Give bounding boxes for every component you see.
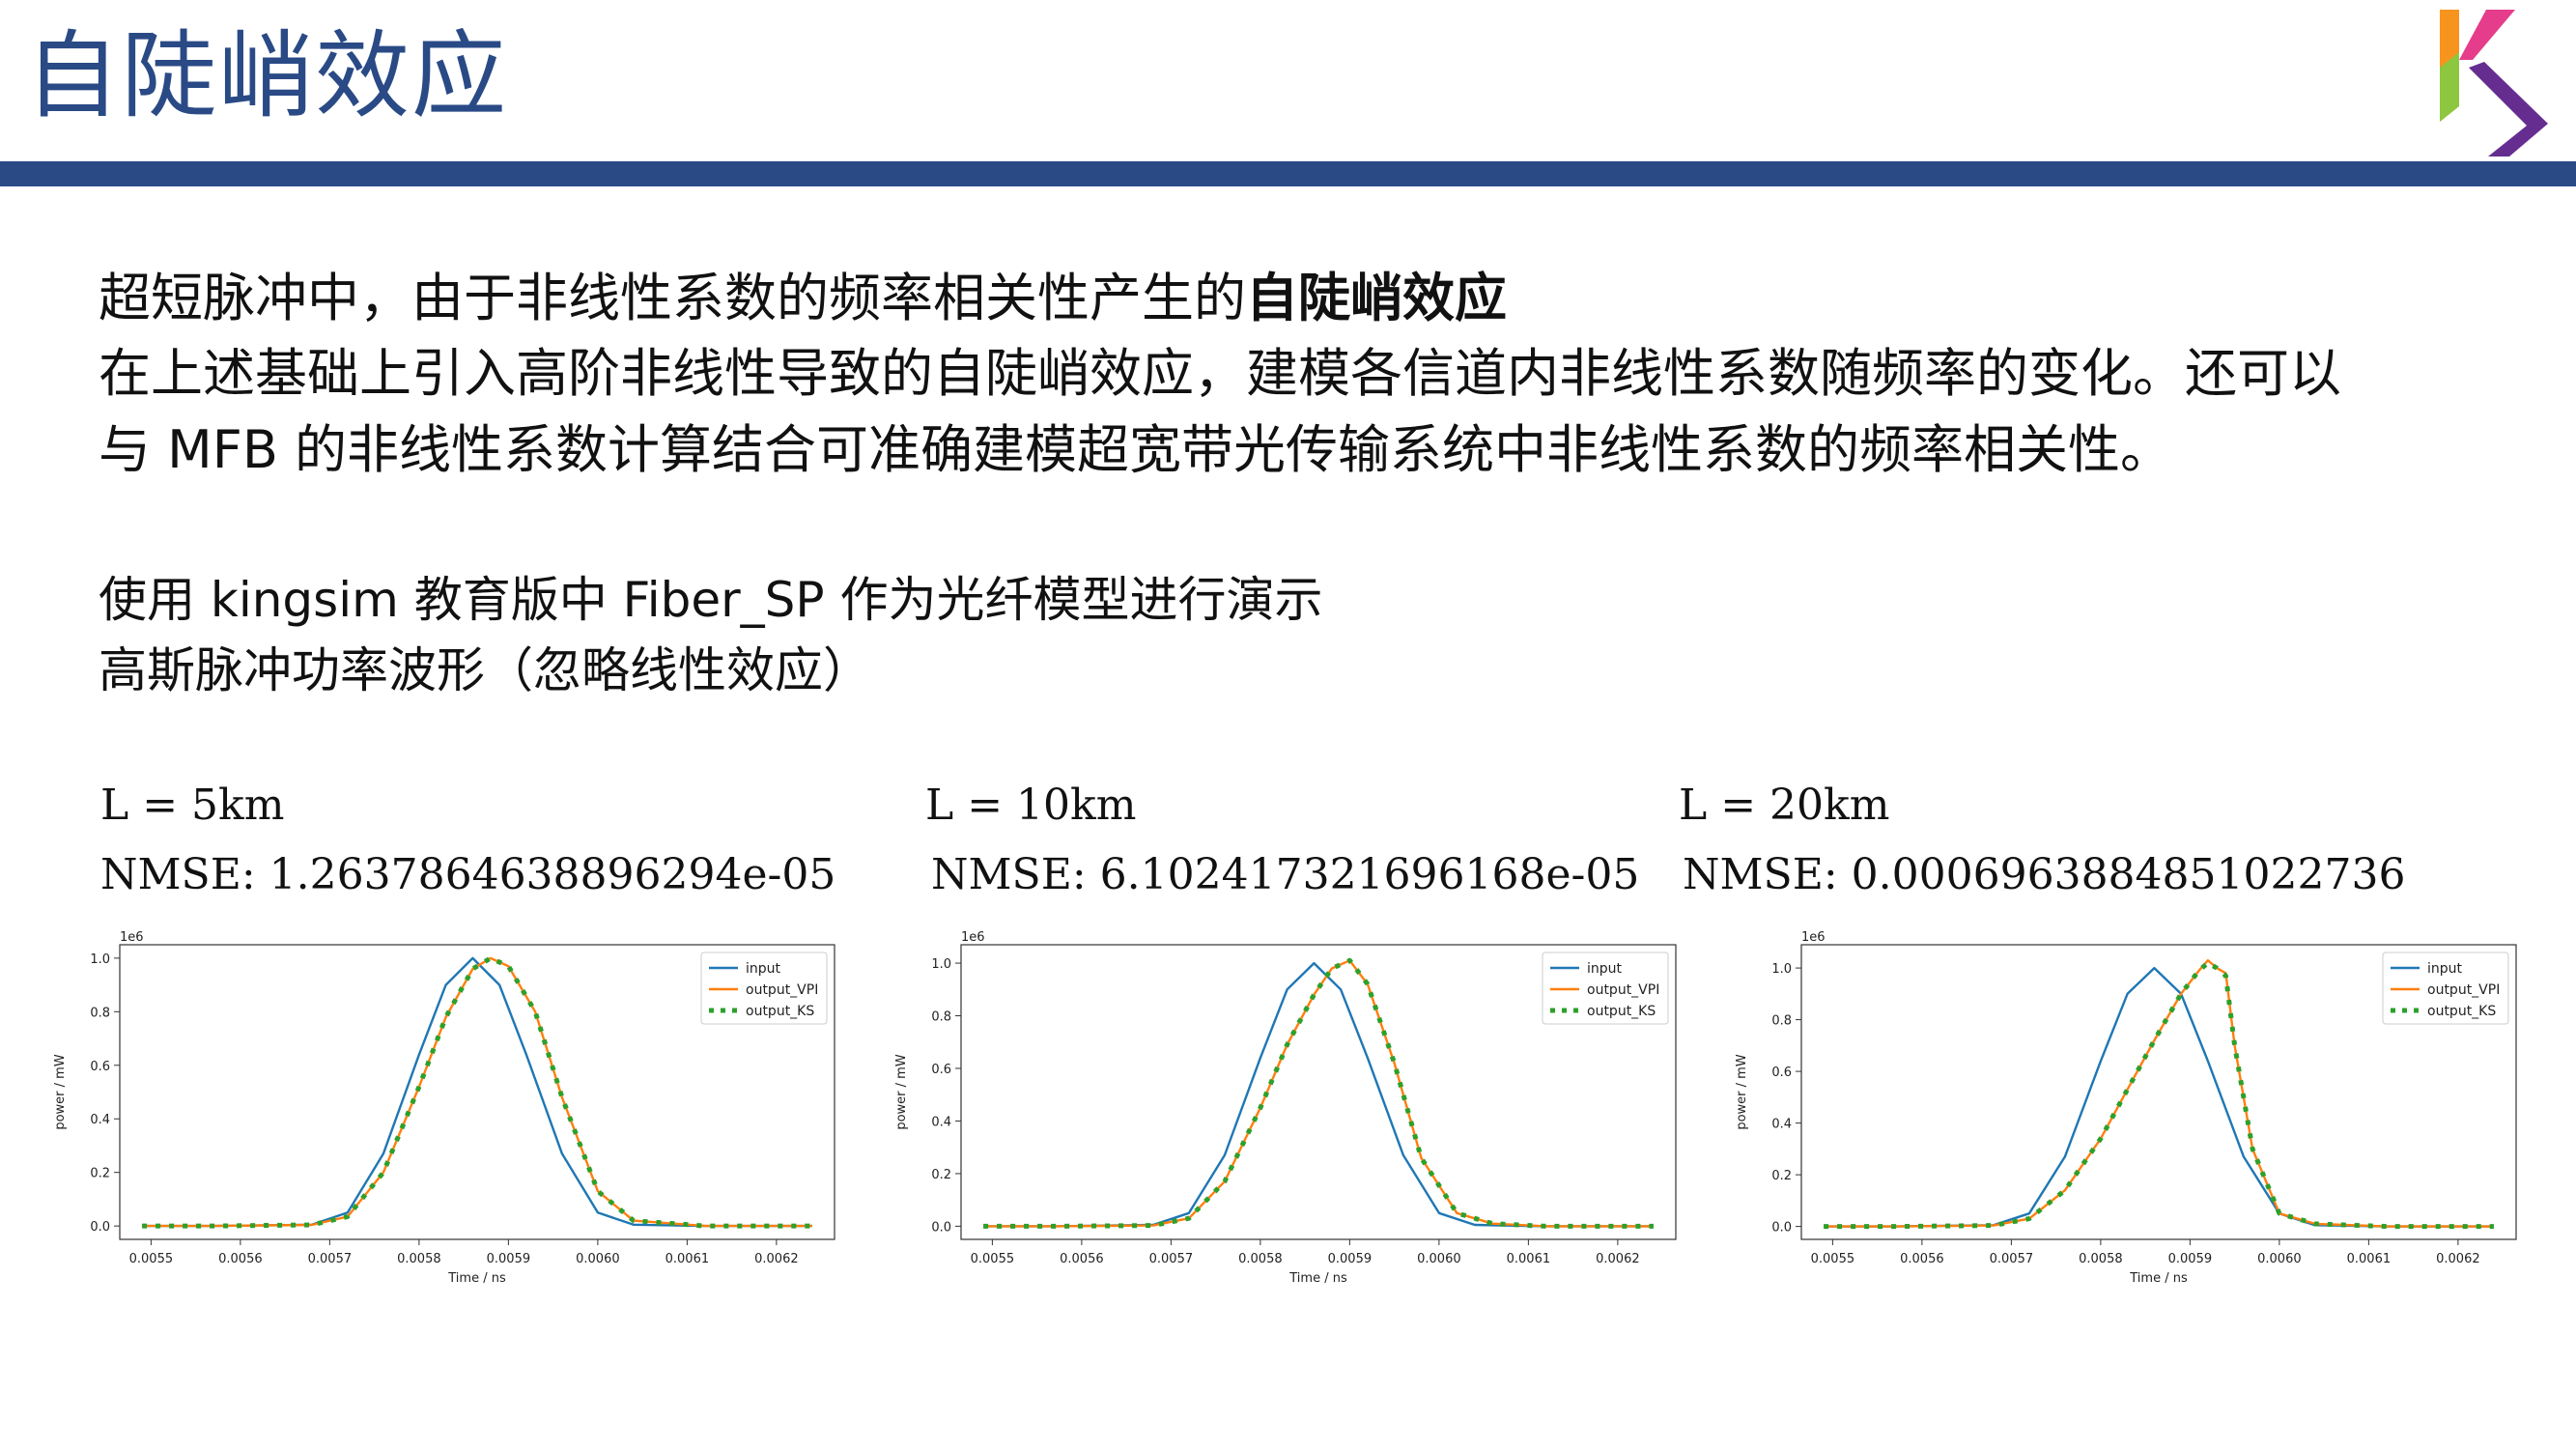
series-line-output-ks <box>1824 960 2494 1230</box>
x-tick-label: 0.0057 <box>308 1252 353 1266</box>
legend-entry: output_VPI <box>2427 982 2500 998</box>
x-tick-label: 0.0057 <box>1990 1252 2034 1266</box>
x-tick-label: 0.0060 <box>576 1252 620 1266</box>
power-chart-10km: 1e6 0.0 0.2 0.4 0.6 0.8 1.0 0.0055 0.0056 0.0057 0… <box>894 930 1677 1286</box>
x-tick-label: 0.0060 <box>2257 1252 2302 1266</box>
x-tick-label: 0.0059 <box>487 1252 531 1266</box>
case-1-nmse: NMSE: 1.2637864638896294e-05 <box>100 850 836 899</box>
y-tick-label: 0.2 <box>931 1168 951 1182</box>
logo-stroke-lower <box>2469 62 2548 156</box>
legend-entry: input <box>1587 961 1623 977</box>
intro-highlight: 自陡峭效应 <box>1246 268 1507 328</box>
y-axis-label: power / mW <box>53 1054 68 1129</box>
y-tick-label: 0.2 <box>90 1167 110 1181</box>
x-tick-label: 0.0062 <box>1596 1252 1640 1266</box>
legend-entry: input <box>746 961 781 977</box>
case-3-length: L = 20km <box>1679 781 1890 830</box>
case-2-nmse: NMSE: 6.102417321696168e-05 <box>931 850 1640 899</box>
x-tick-label: 0.0062 <box>754 1252 799 1266</box>
header-divider <box>0 161 2576 186</box>
y-tick-label: 0.8 <box>90 1006 110 1020</box>
x-tick-label: 0.0059 <box>2168 1252 2213 1266</box>
y-tick-label: 0.4 <box>90 1113 110 1127</box>
y-axis-label: power / mW <box>894 1054 909 1129</box>
y-tick-label: 0.2 <box>1771 1169 1792 1183</box>
legend-entry: input <box>2427 961 2463 977</box>
x-tick-label: 0.0061 <box>1507 1252 1551 1266</box>
legend-entry: output_KS <box>2427 1004 2496 1019</box>
page-title: 自陡峭效应 <box>25 21 509 131</box>
y-scale-label: 1e6 <box>120 930 144 945</box>
x-tick-label: 0.0058 <box>1238 1252 1283 1266</box>
x-axis-label: Time / ns <box>447 1271 506 1286</box>
logo-stroke-upper <box>2459 10 2515 60</box>
y-scale-label: 1e6 <box>961 930 985 945</box>
y-tick-label: 1.0 <box>931 957 951 972</box>
x-tick-label: 0.0057 <box>1149 1252 1194 1266</box>
y-scale-label: 1e6 <box>1801 930 1826 945</box>
case-1-length: L = 5km <box>100 781 285 830</box>
y-tick-label: 0.4 <box>1771 1118 1792 1132</box>
x-tick-label: 0.0056 <box>1060 1252 1104 1266</box>
y-tick-label: 1.0 <box>1771 962 1792 977</box>
x-tick-label: 0.0055 <box>129 1252 174 1266</box>
x-tick-label: 0.0058 <box>2079 1252 2123 1266</box>
x-tick-label: 0.0060 <box>1417 1252 1461 1266</box>
x-tick-label: 0.0061 <box>665 1252 710 1266</box>
legend-box <box>2382 952 2509 1025</box>
series-line-output-vpi <box>142 956 812 1228</box>
x-tick-label: 0.0059 <box>1328 1252 1373 1266</box>
legend-box <box>700 952 828 1025</box>
y-tick-label: 0.8 <box>931 1010 951 1025</box>
y-tick-label: 0.6 <box>90 1060 110 1074</box>
legend-box <box>1542 952 1669 1025</box>
logo-stroke-vertical-lower <box>2440 52 2459 122</box>
intro-line-3: 与 MFB 的非线性系数计算结合可准确建模超宽带光传输系统中非线性系数的频率相关… <box>99 418 2173 480</box>
power-chart-5km: 1e6 0.0 0.2 0.4 0.6 0.8 1.0 0.0055 0.0056 0.0057 0… <box>53 930 835 1286</box>
demo-paragraph: 使用 kingsim 教育版中 Fiber_SP 作为光纤模型进行演示 高斯脉冲… <box>99 565 1322 705</box>
x-tick-label: 0.0061 <box>2347 1252 2392 1266</box>
y-tick-label: 0.0 <box>1771 1221 1792 1236</box>
x-tick-label: 0.0058 <box>397 1252 441 1266</box>
y-tick-label: 0.6 <box>931 1063 951 1077</box>
legend-entry: output_KS <box>746 1004 814 1019</box>
case-3-nmse: NMSE: 0.0006963884851022736 <box>1683 850 2406 899</box>
company-logo <box>2440 10 2548 156</box>
power-chart-20km: 1e6 0.0 0.2 0.4 0.6 0.8 1.0 0.0055 0.0056 0.0057 0… <box>1735 930 2517 1286</box>
x-tick-label: 0.0062 <box>2436 1252 2480 1266</box>
intro-line-2: 在上述基础上引入高阶非线性导致的自陡峭效应，建模各信道内非线性系数随频率的变化。… <box>99 343 2341 405</box>
y-tick-label: 1.0 <box>90 952 110 967</box>
x-tick-label: 0.0056 <box>218 1252 263 1266</box>
x-axis-label: Time / ns <box>2129 1271 2188 1286</box>
demo-line-2: 高斯脉冲功率波形（忽略线性效应） <box>99 641 871 698</box>
x-tick-label: 0.0055 <box>971 1252 1015 1266</box>
series-line-input <box>983 961 1654 1228</box>
legend-entry: output_KS <box>1587 1004 1656 1019</box>
case-2-length: L = 10km <box>925 781 1137 830</box>
intro-line-1: 超短脉冲中，由于非线性系数的频率相关性产生的自陡峭效应 <box>99 268 1507 328</box>
legend-entry: output_VPI <box>746 982 818 998</box>
y-tick-label: 0.6 <box>1771 1065 1792 1080</box>
x-tick-label: 0.0056 <box>1900 1252 1944 1266</box>
x-axis-label: Time / ns <box>1288 1271 1347 1286</box>
y-axis-label: power / mW <box>1735 1054 1749 1129</box>
y-tick-label: 0.0 <box>90 1220 110 1235</box>
y-tick-label: 0.8 <box>1771 1014 1792 1029</box>
intro-paragraph: 超短脉冲中，由于非线性系数的频率相关性产生的自陡峭效应 在上述基础上引入高阶非线… <box>99 261 2341 488</box>
series-line-input <box>142 956 812 1228</box>
legend-entry: output_VPI <box>1587 982 1659 998</box>
y-tick-label: 0.4 <box>931 1115 951 1129</box>
y-tick-label: 0.0 <box>931 1220 951 1235</box>
x-tick-label: 0.0055 <box>1811 1252 1855 1266</box>
demo-line-1: 使用 kingsim 教育版中 Fiber_SP 作为光纤模型进行演示 <box>99 572 1323 628</box>
series-line-output-ks <box>983 957 1654 1229</box>
